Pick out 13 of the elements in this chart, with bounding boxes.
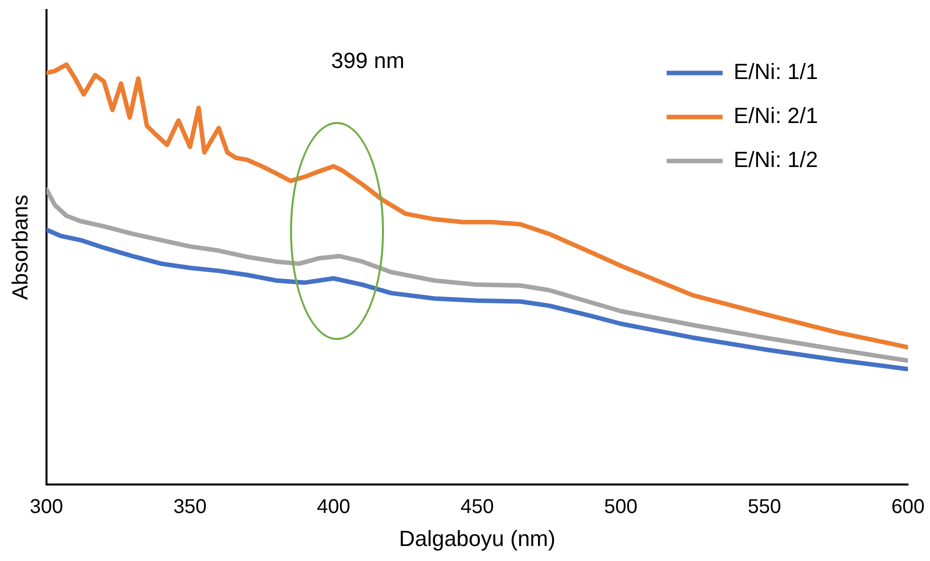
x-tick-label: 400: [316, 496, 350, 518]
legend-label: E/Ni: 1/2: [734, 147, 818, 172]
x-axis-title: Dalgaboyu (nm): [398, 526, 556, 551]
x-tick-label: 450: [460, 496, 494, 518]
y-axis-title: Absorbans: [7, 194, 32, 300]
annotation: 399 nm: [331, 48, 404, 74]
x-tick-label: 350: [173, 496, 207, 518]
x-tick-label: 500: [604, 496, 638, 518]
legend-label: E/Ni: 1/1: [734, 59, 818, 84]
x-tick-label: 600: [891, 496, 925, 518]
x-tick-label: 550: [748, 496, 782, 518]
x-tick-label: 300: [30, 496, 64, 518]
legend-label: E/Ni: 2/1: [734, 103, 818, 128]
